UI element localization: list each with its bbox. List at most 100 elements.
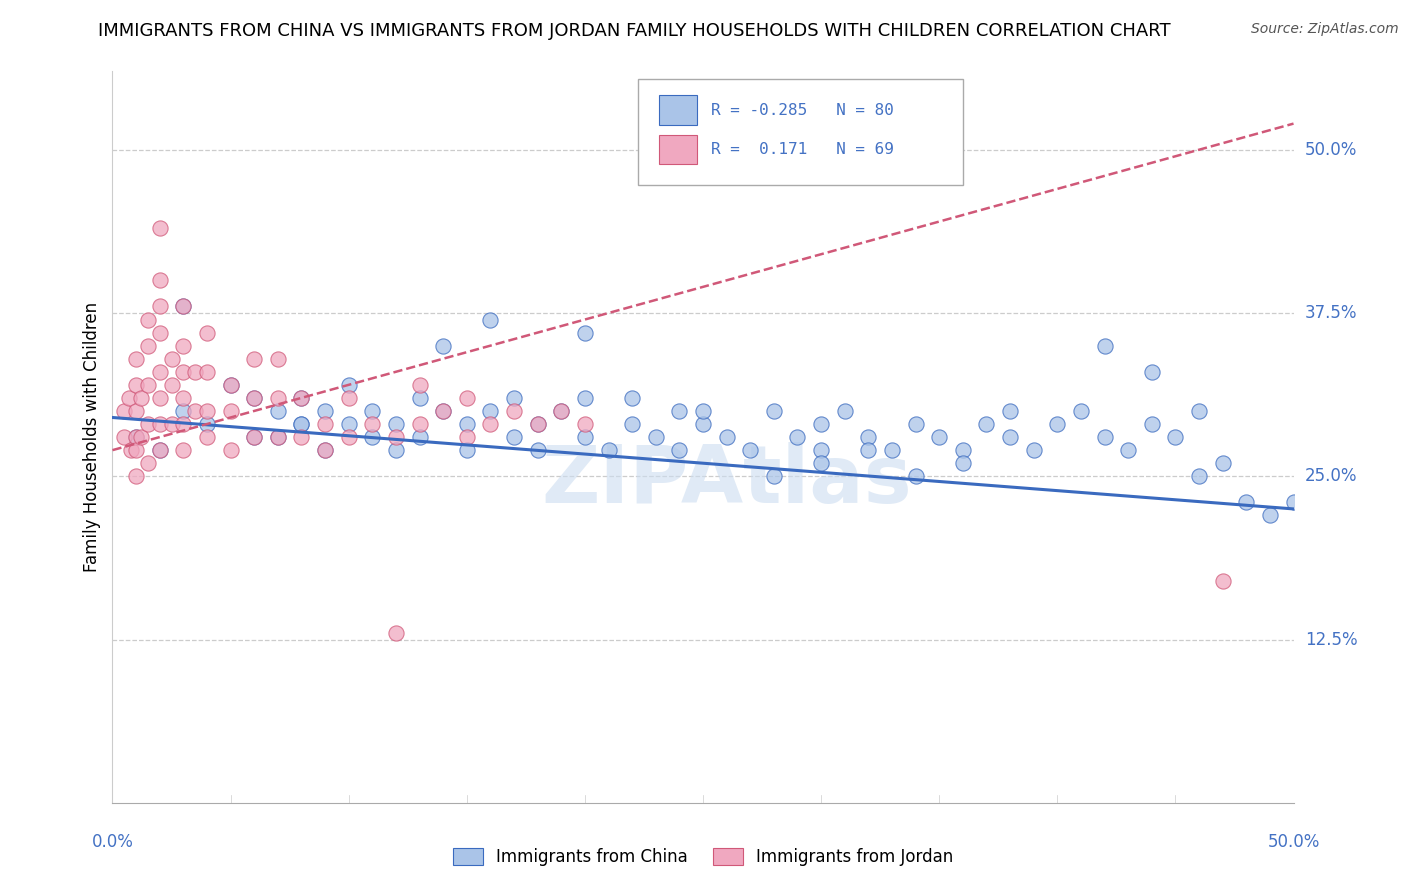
Point [290, 417, 312, 431]
Point [1022, 443, 1045, 458]
Point [195, 326, 218, 340]
Point [574, 326, 596, 340]
Point [526, 417, 548, 431]
Point [243, 430, 266, 444]
Point [550, 404, 572, 418]
Point [408, 391, 430, 405]
Point [361, 404, 384, 418]
Point [998, 430, 1021, 444]
Point [574, 391, 596, 405]
Point [692, 404, 714, 418]
Point [1212, 574, 1234, 588]
Point [526, 443, 548, 458]
Point [125, 469, 148, 483]
Point [267, 430, 290, 444]
Point [243, 391, 266, 405]
Point [361, 417, 384, 431]
Point [290, 430, 312, 444]
Point [125, 351, 148, 366]
Point [125, 430, 148, 444]
Point [136, 417, 159, 431]
Point [456, 430, 478, 444]
Point [149, 326, 172, 340]
Point [1140, 417, 1163, 431]
Point [149, 443, 172, 458]
Text: R =  0.171   N = 69: R = 0.171 N = 69 [711, 142, 894, 157]
Point [149, 417, 172, 431]
Point [172, 404, 194, 418]
Point [621, 391, 644, 405]
Point [952, 443, 974, 458]
Point [408, 377, 430, 392]
Point [408, 417, 430, 431]
Point [952, 456, 974, 470]
Point [160, 377, 183, 392]
Point [479, 312, 502, 326]
Point [290, 391, 312, 405]
Point [149, 221, 172, 235]
Point [314, 443, 336, 458]
Text: R = -0.285   N = 80: R = -0.285 N = 80 [711, 103, 894, 118]
Point [786, 430, 808, 444]
Point [668, 404, 690, 418]
Text: 25.0%: 25.0% [1305, 467, 1357, 485]
Point [976, 417, 998, 431]
Point [112, 404, 135, 418]
Point [432, 339, 454, 353]
Point [243, 430, 266, 444]
Point [1116, 443, 1139, 458]
Point [574, 430, 596, 444]
Point [172, 300, 194, 314]
Point [716, 430, 738, 444]
Point [149, 365, 172, 379]
Point [172, 300, 194, 314]
Point [385, 430, 408, 444]
Point [125, 430, 148, 444]
Point [479, 417, 502, 431]
Point [810, 417, 832, 431]
Point [598, 443, 620, 458]
Point [267, 404, 290, 418]
Point [172, 443, 194, 458]
Point [526, 417, 548, 431]
Point [904, 417, 927, 431]
Y-axis label: Family Households with Children: Family Households with Children [83, 302, 101, 572]
Point [644, 430, 666, 444]
Point [219, 377, 242, 392]
Point [762, 469, 785, 483]
Point [125, 404, 148, 418]
Point [337, 430, 360, 444]
Point [621, 417, 644, 431]
Point [160, 351, 183, 366]
Point [314, 443, 336, 458]
Point [172, 365, 194, 379]
Point [172, 417, 194, 431]
Point [112, 430, 135, 444]
Point [184, 365, 207, 379]
Point [550, 404, 572, 418]
Text: IMMIGRANTS FROM CHINA VS IMMIGRANTS FROM JORDAN FAMILY HOUSEHOLDS WITH CHILDREN : IMMIGRANTS FROM CHINA VS IMMIGRANTS FROM… [98, 22, 1171, 40]
Point [149, 391, 172, 405]
Point [267, 391, 290, 405]
Text: ZIPAtlas: ZIPAtlas [541, 442, 912, 520]
Point [118, 391, 141, 405]
Point [692, 417, 714, 431]
Point [810, 443, 832, 458]
Point [456, 417, 478, 431]
Point [385, 417, 408, 431]
Point [998, 404, 1021, 418]
Point [858, 430, 880, 444]
Point [503, 391, 526, 405]
Point [120, 443, 142, 458]
Text: 12.5%: 12.5% [1305, 631, 1357, 648]
Point [136, 312, 159, 326]
Text: 50.0%: 50.0% [1305, 141, 1357, 159]
Text: 50.0%: 50.0% [1267, 833, 1320, 851]
Text: 0.0%: 0.0% [91, 833, 134, 851]
Point [1188, 404, 1211, 418]
Point [503, 404, 526, 418]
Point [172, 391, 194, 405]
Point [408, 430, 430, 444]
Point [1188, 469, 1211, 483]
Point [219, 443, 242, 458]
